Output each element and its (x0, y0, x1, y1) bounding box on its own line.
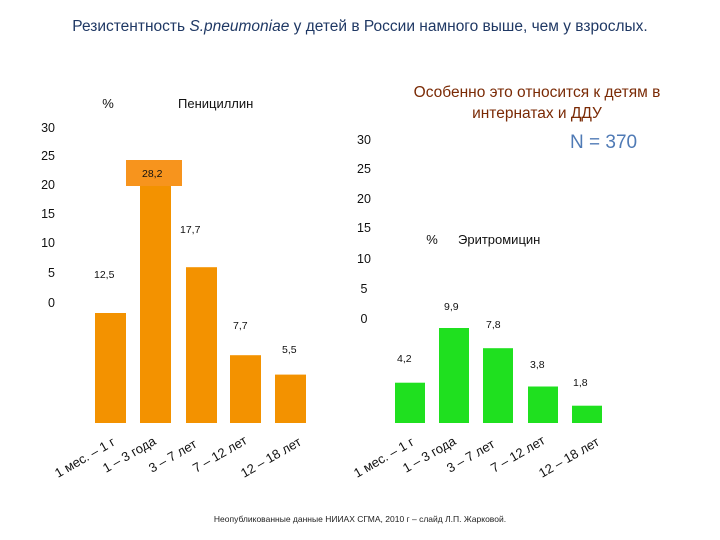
erythromycin-bar-2 (439, 328, 469, 423)
erythromycin-bar-5 (572, 405, 602, 423)
penicillin-unit-label: % (102, 96, 114, 111)
penicillin-value-label-4: 7,7 (233, 320, 248, 332)
erythromycin-y-tick-5: 5 (361, 282, 368, 296)
penicillin-value-label-1: 12,5 (94, 269, 115, 281)
penicillin-y-tick-5: 5 (48, 266, 55, 280)
penicillin-y-tick-0: 0 (48, 296, 55, 310)
interpretation-note: Особенно это относится к детям в интерна… (413, 84, 661, 122)
erythromycin-y-tick-25: 25 (357, 162, 371, 176)
erythromycin-bar-3 (483, 348, 513, 423)
sample-size-label: N = 370 (570, 132, 638, 153)
penicillin-value-label-5: 5,5 (282, 344, 297, 356)
erythromycin-value-label-5: 1,8 (573, 377, 588, 389)
erythromycin-unit-label: % (426, 232, 438, 247)
source-footnote: Неопубликованные данные НИИАХ СГМА, 2010… (213, 514, 507, 524)
slide-title: Резистентность S.pneumoniae у детей в Ро… (72, 18, 648, 35)
penicillin-category-5: 12 – 18 лет (238, 434, 304, 481)
erythromycin-value-label-4: 3,8 (530, 359, 545, 371)
erythromycin-y-tick-20: 20 (357, 192, 371, 206)
penicillin-y-tick-15: 15 (41, 207, 55, 221)
penicillin-bar-2 (140, 174, 171, 423)
erythromycin-category-5: 12 – 18 лет (536, 434, 602, 481)
penicillin-y-tick-25: 25 (41, 149, 55, 163)
erythromycin-series-label: Эритромицин (458, 232, 540, 247)
penicillin-series-label: Пенициллин (178, 96, 253, 111)
penicillin-y-tick-30: 30 (41, 121, 55, 135)
penicillin-bar-3 (186, 267, 217, 423)
erythromycin-y-tick-30: 30 (357, 133, 371, 147)
erythromycin-value-label-3: 7,8 (486, 319, 501, 331)
penicillin-y-tick-10: 10 (41, 236, 55, 250)
penicillin-bar-5 (275, 374, 306, 423)
penicillin-bar-4 (230, 355, 261, 423)
erythromycin-y-tick-0: 0 (361, 312, 368, 326)
erythromycin-bar-1 (395, 382, 425, 423)
penicillin-bar-1 (95, 313, 126, 423)
penicillin-y-tick-20: 20 (41, 178, 55, 192)
erythromycin-y-tick-15: 15 (357, 221, 371, 235)
erythromycin-bar-4 (528, 386, 558, 423)
penicillin-label-highlight (126, 160, 182, 186)
erythromycin-y-tick-10: 10 (357, 252, 371, 266)
penicillin-value-label-3: 17,7 (180, 224, 201, 236)
erythromycin-value-label-1: 4,2 (397, 353, 412, 365)
penicillin-value-label-2: 28,2 (142, 168, 163, 180)
erythromycin-value-label-2: 9,9 (444, 301, 459, 313)
